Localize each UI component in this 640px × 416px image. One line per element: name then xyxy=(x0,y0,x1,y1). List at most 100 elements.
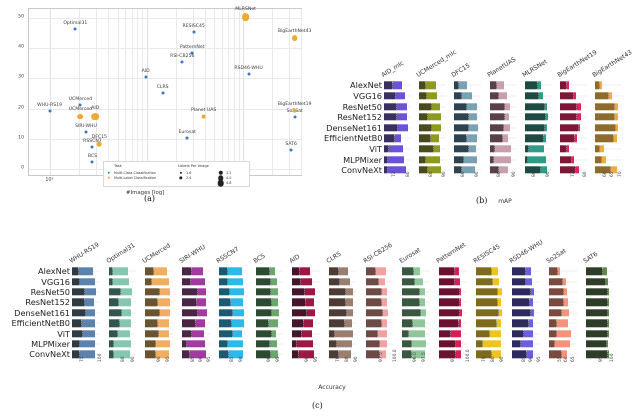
bar-segment-extension xyxy=(113,277,130,286)
bar-segment-extension xyxy=(191,277,205,286)
bar-segment-extension xyxy=(554,340,571,348)
facet-track xyxy=(595,159,623,160)
bar xyxy=(419,145,440,153)
bar-segment-extension xyxy=(572,155,574,164)
bar-segment-extension xyxy=(270,340,278,348)
bar-segment-base xyxy=(475,309,499,317)
dataset-facet-label: SIRI-WHU xyxy=(178,243,207,265)
bar xyxy=(72,298,95,307)
bar-segment-extension xyxy=(610,166,618,174)
bar-segment-extension xyxy=(426,81,436,89)
bar xyxy=(402,267,421,275)
panel-c-xlabel: Accuracy xyxy=(318,384,346,391)
model-row-label: EfficientNetB0 xyxy=(324,133,383,144)
bar-segment-extension xyxy=(578,123,580,132)
bar xyxy=(218,298,244,307)
bar xyxy=(402,329,426,338)
facet-xtick: 95 xyxy=(598,356,604,362)
scatter-point xyxy=(96,141,102,147)
scatter-point-label: MLRSNet xyxy=(235,6,256,12)
bar-segment-base xyxy=(328,340,337,348)
bar xyxy=(365,340,387,348)
bar xyxy=(365,288,388,296)
facet-xtick: 80 xyxy=(405,171,411,178)
bar-segment-extension xyxy=(469,145,477,153)
bar-segment-base xyxy=(384,81,394,89)
facet-track xyxy=(595,84,623,86)
bar xyxy=(218,288,244,296)
facet-xtick: 65 xyxy=(610,171,616,178)
bar-segment-extension xyxy=(544,134,547,142)
panel-a-xlabel: #Images [log] xyxy=(126,190,165,196)
bar xyxy=(439,288,462,296)
bar xyxy=(292,298,315,307)
bar-segment-base xyxy=(328,267,339,275)
scatter-point xyxy=(292,108,298,113)
dataset-facet-label: RSI-CB256 xyxy=(361,241,394,265)
facet-xtick: 95 xyxy=(276,356,281,362)
gridline-vertical xyxy=(288,9,290,175)
bar xyxy=(489,113,510,121)
scatter-point xyxy=(48,109,52,113)
bar-segment-extension xyxy=(157,319,170,327)
panel-a-legend: Task Multi-Class Classification Multi-Labe… xyxy=(103,161,250,187)
bar-segment-base xyxy=(524,123,546,132)
bar-segment-extension xyxy=(232,329,243,338)
bar-segment-extension xyxy=(412,350,426,359)
scatter-point-label: RESISC45 xyxy=(182,24,205,30)
facet-xtick: 90 xyxy=(304,356,310,362)
scatter-point xyxy=(201,114,207,120)
bar-segment-extension xyxy=(431,102,441,111)
bar xyxy=(524,123,547,132)
bar-segment-extension xyxy=(558,267,561,275)
bar-segment-base xyxy=(512,288,531,296)
caption-a: (a) xyxy=(144,194,156,203)
bar-segment-extension xyxy=(345,298,353,307)
bar xyxy=(489,166,509,174)
facet-xtick: 95 xyxy=(165,356,171,362)
bar xyxy=(489,102,510,111)
bar-segment-base xyxy=(595,92,609,100)
bar xyxy=(365,298,387,307)
bar-segment-base xyxy=(549,329,557,338)
gridline-vertical xyxy=(233,9,235,175)
scatter-point xyxy=(291,35,298,42)
bar xyxy=(560,123,580,132)
bar-segment-extension xyxy=(458,81,467,89)
bar xyxy=(512,267,531,275)
bar-segment-extension xyxy=(344,319,353,327)
bar-segment-extension xyxy=(498,166,509,174)
bar xyxy=(489,92,507,100)
bar-segment-extension xyxy=(415,277,423,286)
bar-segment-base xyxy=(595,123,617,132)
bar xyxy=(145,267,167,275)
bar xyxy=(384,145,404,153)
bar-segment-base xyxy=(402,298,421,307)
bar-segment-extension xyxy=(574,134,578,142)
bar xyxy=(108,277,130,286)
dataset-facet-label: AID xyxy=(288,253,302,265)
bar-segment-base xyxy=(255,267,270,275)
bar-segment-extension xyxy=(455,340,461,348)
bar-segment-extension xyxy=(458,319,461,327)
bar-segment-base xyxy=(255,298,272,307)
bar-segment-base xyxy=(145,340,156,348)
bar-segment-extension xyxy=(614,134,617,142)
bar-segment-base xyxy=(419,134,431,142)
bar xyxy=(475,340,501,348)
bar-segment-extension xyxy=(567,145,570,153)
bar xyxy=(72,350,95,359)
bar xyxy=(595,123,619,132)
bar-segment-base xyxy=(512,298,531,307)
bar-segment-extension xyxy=(375,267,386,275)
panel-a-scatter: #Labels 0102030405010³10⁴10⁵ Optimal31WH… xyxy=(0,0,320,208)
scatter-point-label: AID xyxy=(91,106,100,112)
scatter-point-label: UCMerced xyxy=(68,107,93,113)
bar xyxy=(419,155,440,164)
bar xyxy=(72,288,96,296)
model-row-label: VGG16 xyxy=(353,90,382,101)
bar-segment-base xyxy=(255,288,272,296)
dataset-facet-label: Optimal31 xyxy=(104,241,137,265)
bar xyxy=(108,319,131,327)
dataset-facet-label: RSSCN7 xyxy=(215,245,241,265)
